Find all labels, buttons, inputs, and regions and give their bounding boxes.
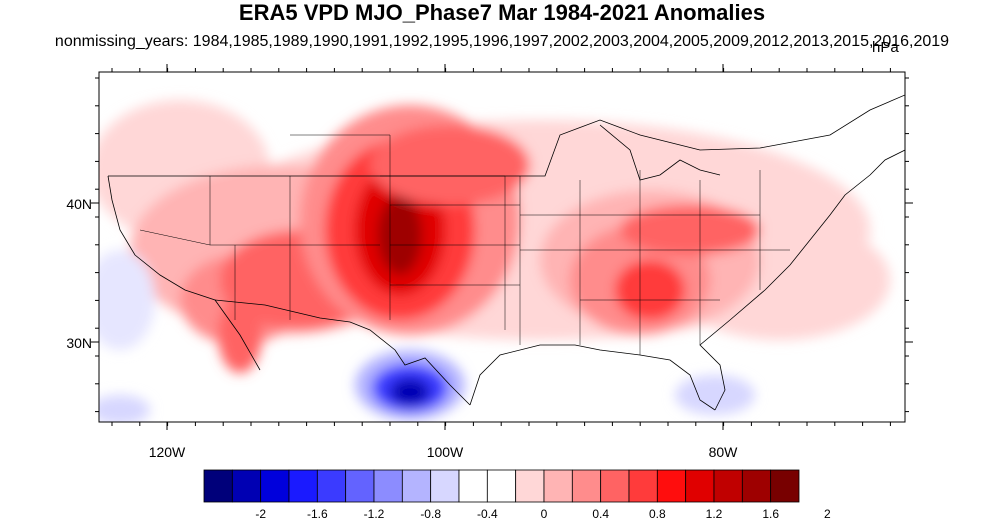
- colorbar-tick-label: 2: [824, 507, 831, 521]
- colorbar-swatch: [741, 469, 772, 503]
- units-label: hPa: [872, 39, 899, 56]
- colorbar-swatch: [571, 469, 602, 503]
- anomaly-contour: [620, 205, 760, 255]
- colorbar-swatch: [600, 469, 630, 503]
- anomaly-contour: [675, 375, 755, 415]
- colorbar-swatch: [260, 469, 290, 503]
- figure-subtitle: nonmissing_years: 1984,1985,1989,1990,19…: [54, 33, 950, 50]
- anomaly-contour: [615, 260, 685, 320]
- colorbar-tick-label: 0.4: [592, 507, 609, 521]
- colorbar: [203, 469, 800, 503]
- colorbar-swatch: [316, 469, 347, 503]
- colorbar-swatch: [288, 469, 318, 503]
- anomaly-contour: [378, 195, 422, 275]
- colorbar-tick-label: 1.2: [706, 507, 723, 521]
- anomaly-contour: [390, 378, 430, 406]
- colorbar-tick-label: -2: [255, 507, 266, 521]
- anomaly-contour: [99, 250, 155, 350]
- lon-label-100w: 100W: [427, 444, 464, 460]
- lat-label-30n: 30N: [66, 335, 92, 351]
- colorbar-swatch: [203, 469, 233, 503]
- colorbar-swatch: [430, 469, 460, 503]
- colorbar-labels: -2 -1.6 -1.2 -0.8 -0.4 0 0.4 0.8 1.2 1.6 2: [255, 507, 831, 521]
- colorbar-tick-label: 1.6: [762, 507, 779, 521]
- figure-title: ERA5 VPD MJO_Phase7 Mar 1984-2021 Anomal…: [238, 0, 766, 25]
- colorbar-tick-label: -0.4: [477, 507, 498, 521]
- map-ticks: [91, 64, 913, 430]
- colorbar-tick-label: -0.8: [420, 507, 441, 521]
- colorbar-swatch: [656, 469, 687, 503]
- coastlines-borders: [107, 94, 905, 411]
- colorbar-swatch: [486, 469, 517, 503]
- colorbar-swatch: [345, 469, 375, 503]
- anomaly-contour: [99, 395, 150, 422]
- lon-label-120w: 120W: [149, 444, 186, 460]
- colorbar-swatch: [685, 469, 715, 503]
- colorbar-swatch: [231, 469, 262, 503]
- colorbar-swatch: [458, 469, 488, 503]
- lat-label-40n: 40N: [66, 196, 92, 212]
- anomaly-contour: [370, 125, 530, 205]
- anomaly-field: [99, 94, 905, 422]
- colorbar-swatch: [401, 469, 432, 503]
- colorbar-swatch: [770, 469, 800, 503]
- colorbar-swatch: [373, 469, 403, 503]
- colorbar-tick-label: -1.6: [307, 507, 328, 521]
- lon-label-80w: 80W: [709, 444, 739, 460]
- colorbar-tick-label: 0.8: [649, 507, 666, 521]
- map-frame: [98, 71, 906, 423]
- colorbar-swatch: [628, 469, 658, 503]
- colorbar-swatch: [515, 469, 545, 503]
- colorbar-swatch: [543, 469, 573, 503]
- colorbar-tick-label: -1.2: [364, 507, 385, 521]
- colorbar-tick-label: 0: [541, 507, 548, 521]
- colorbar-swatch: [713, 469, 743, 503]
- state-boundaries: [139, 134, 790, 355]
